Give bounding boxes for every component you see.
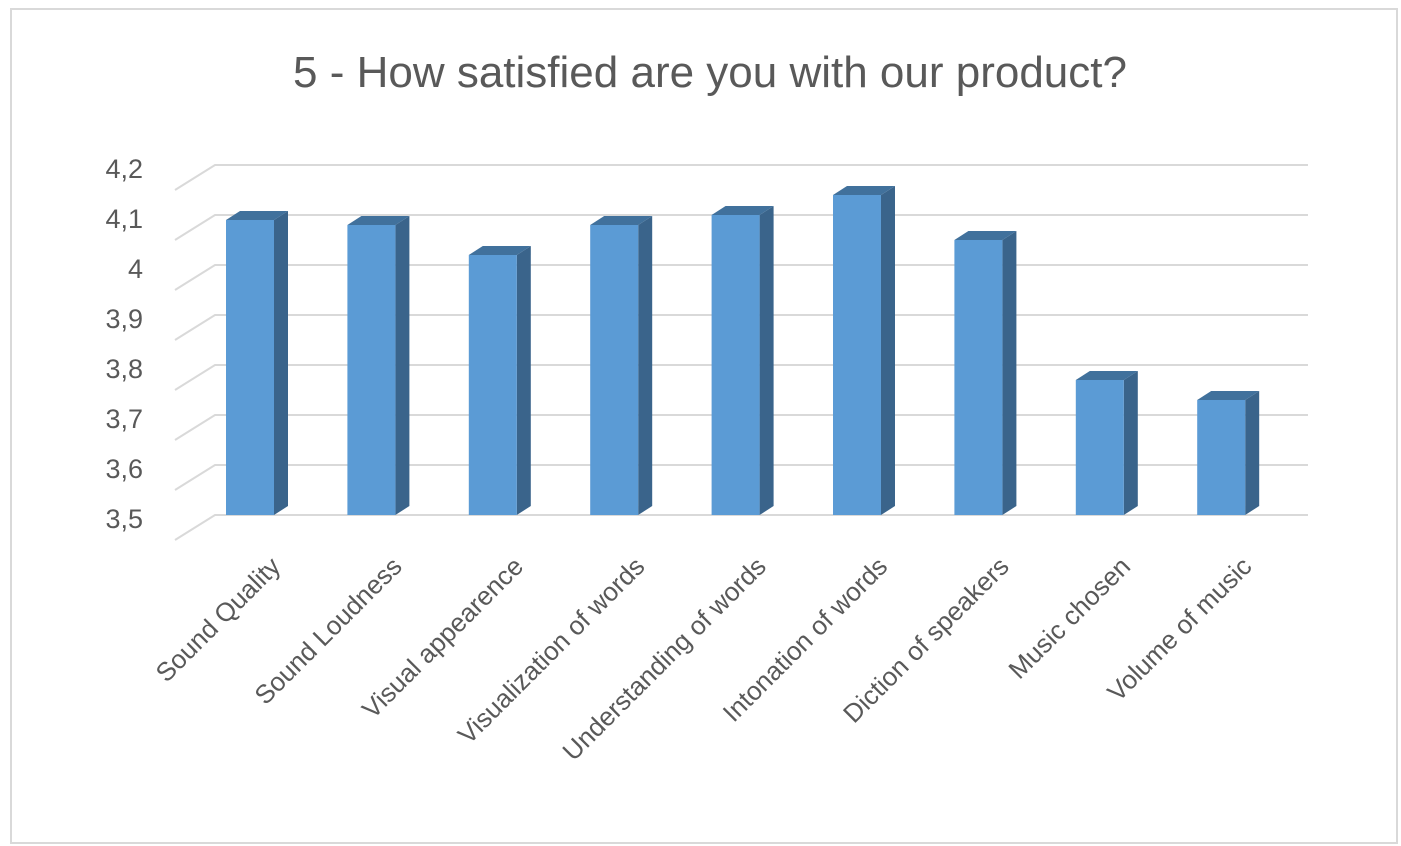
bar-top [833, 186, 895, 195]
y-tick-label: 4,1 [105, 204, 143, 234]
x-category-label: Music chosen [1002, 551, 1136, 685]
bar-top [711, 206, 774, 215]
gridline [174, 514, 1308, 541]
bar-side [395, 216, 410, 515]
gridline [174, 464, 1308, 491]
bar [1197, 391, 1260, 515]
bar [711, 206, 774, 515]
y-tick-label: 3,8 [105, 354, 143, 384]
y-tick-label: 3,7 [105, 404, 143, 434]
y-tick-label: 3,5 [105, 504, 143, 534]
bar-top [1075, 371, 1138, 380]
y-tick-label: 4 [128, 254, 143, 284]
bar-front [1197, 400, 1246, 515]
x-category-label: Sound Quality [150, 551, 287, 688]
bar-front [833, 195, 881, 515]
x-category-label: Understanding of words [556, 551, 771, 766]
bar-top [468, 246, 531, 255]
bar-front [711, 215, 760, 515]
bar [347, 216, 410, 515]
gridline [174, 164, 1308, 191]
bar-side [1245, 391, 1260, 515]
bar [1075, 371, 1138, 515]
bar-top [590, 216, 653, 225]
bar [226, 211, 288, 515]
bar-side [759, 206, 774, 515]
bar-front [347, 225, 396, 515]
chart-title: 5 - How satisfied are you with our produ… [293, 48, 1127, 97]
bar [954, 231, 1017, 515]
y-tick-label: 4,2 [105, 154, 143, 184]
bar-top [347, 216, 410, 225]
gridline [174, 414, 1308, 441]
bar-top [226, 211, 288, 220]
bars [226, 186, 1260, 515]
bar-top [1197, 391, 1260, 400]
gridline [174, 314, 1308, 341]
bar-side [1123, 371, 1138, 515]
y-tick-label: 3,9 [105, 304, 143, 334]
bar-side [274, 211, 288, 515]
bar-top [954, 231, 1017, 240]
bar-front [468, 255, 517, 515]
y-tick-label: 3,6 [105, 454, 143, 484]
bar [833, 186, 895, 515]
bar-front [590, 225, 639, 515]
bar-front [226, 220, 274, 515]
gridline [174, 364, 1308, 391]
bar-front [1075, 380, 1124, 515]
gridlines [174, 164, 1308, 541]
gridline [174, 264, 1308, 291]
y-axis-ticks: 3,5 3,6 3,7 3,8 3,9 4 4,1 4,2 [105, 154, 143, 534]
bar-front [954, 240, 1003, 515]
bar-side [881, 186, 895, 515]
bar-side [1002, 231, 1017, 515]
bar [590, 216, 653, 515]
gridline [174, 214, 1308, 241]
bar [468, 246, 531, 515]
bar-side [516, 246, 531, 515]
bar-side [638, 216, 653, 515]
